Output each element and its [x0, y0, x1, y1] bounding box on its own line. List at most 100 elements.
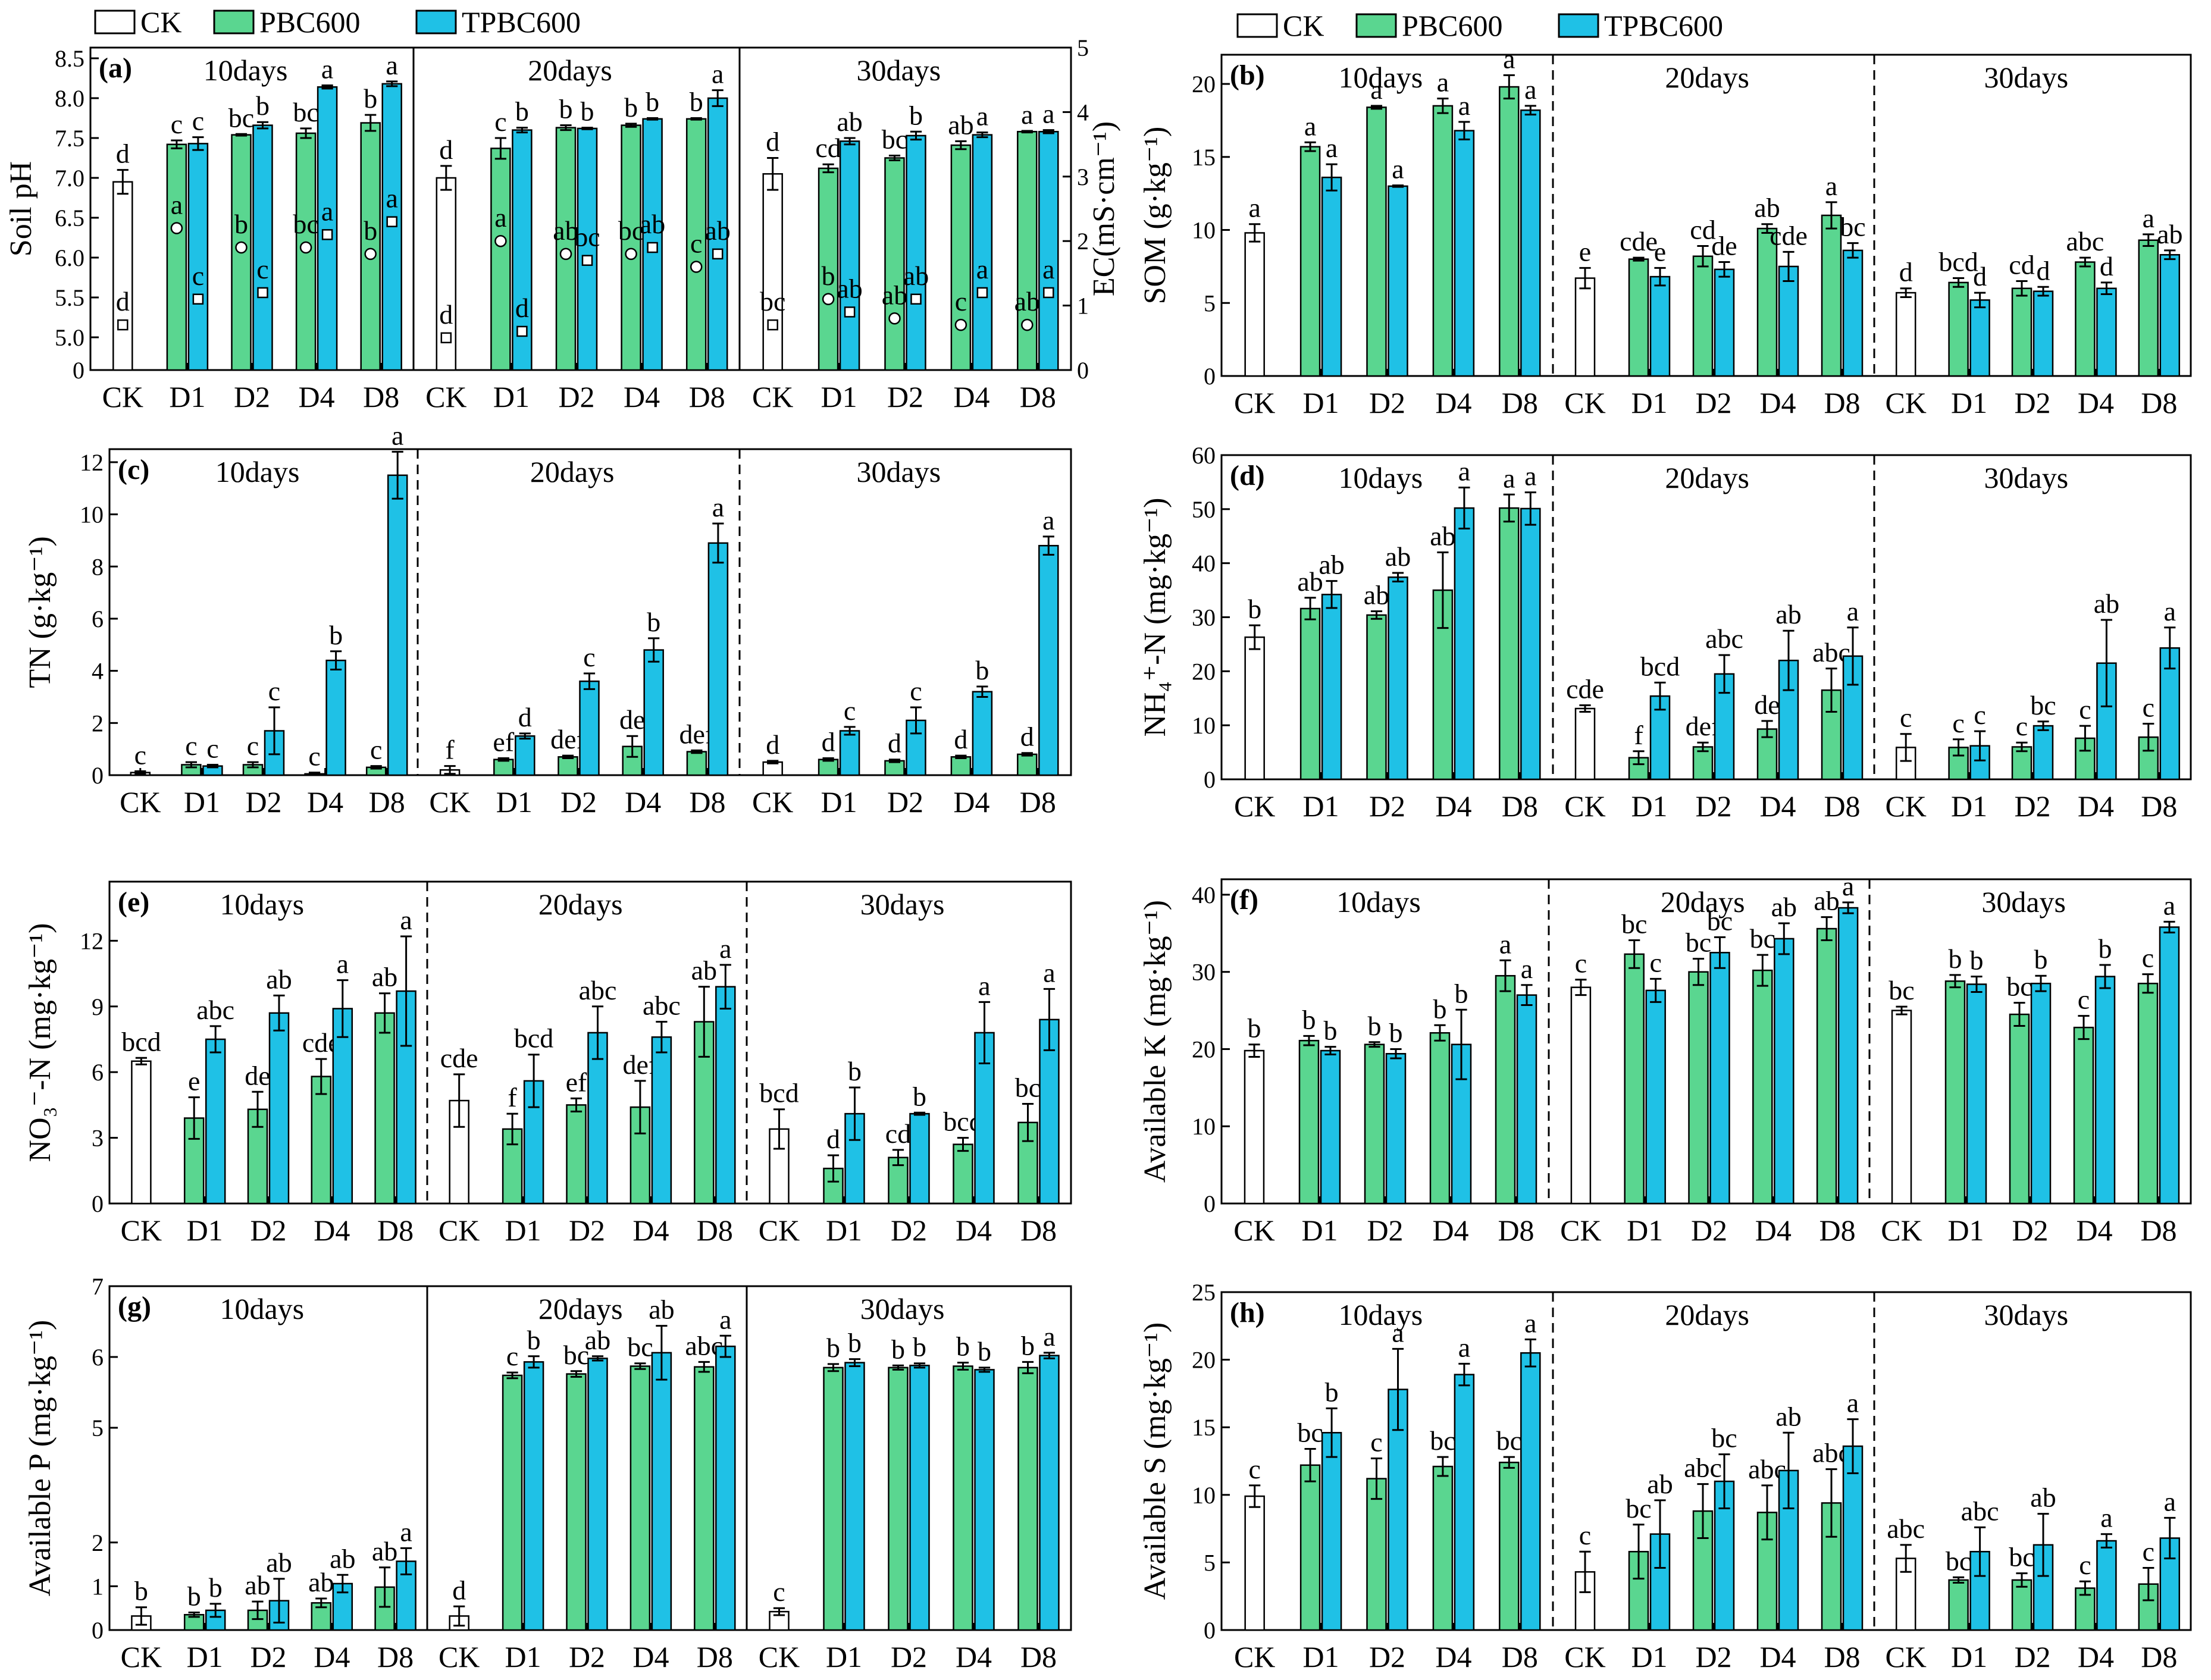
ec-letter: ab [837, 273, 862, 303]
xtick-label-d1: D1 [1303, 386, 1339, 419]
significance-letter: b [978, 1336, 991, 1366]
bar-pbc600 [630, 1365, 651, 1631]
significance-letter: ab [1647, 1469, 1673, 1499]
bar-tpbc600 [974, 1369, 995, 1631]
bar-tpbc600 [332, 1008, 353, 1205]
significance-letter: ab [330, 1543, 355, 1574]
bar-pbc600 [1688, 971, 1709, 1205]
significance-letter: ab [1430, 521, 1455, 551]
ytick-label: 0 [1204, 1617, 1216, 1644]
significance-letter: c [1974, 700, 1985, 730]
ytick-label: 10 [1192, 1113, 1216, 1140]
significance-letter: a [1521, 954, 1533, 984]
bar-pbc600 [2138, 239, 2159, 377]
ec-letter: ab [640, 209, 665, 239]
significance-letter: b [624, 92, 638, 123]
xtick-label-ck: CK [120, 785, 161, 819]
bar-tpbc600 [1454, 507, 1475, 781]
xtick-label-d4: D4 [624, 380, 660, 413]
significance-letter: b [581, 96, 594, 127]
significance-letter: a [2164, 1486, 2176, 1516]
xtick-label-d4: D4 [2078, 1640, 2114, 1673]
bar-tpbc600 [187, 143, 209, 371]
ec-letter: b [234, 209, 248, 239]
significance-letter: a [1524, 1308, 1536, 1339]
ec-letter: ab [704, 215, 730, 246]
bar-tpbc600 [1388, 576, 1408, 781]
bar-pbc600 [493, 758, 514, 776]
ytick-label: 40 [1192, 882, 1216, 908]
bar-pbc600 [1752, 969, 1773, 1205]
significance-letter: a [1248, 193, 1260, 223]
significance-letter: a [1847, 1388, 1859, 1418]
significance-letter: c [2143, 692, 2154, 722]
significance-letter: c [1900, 703, 1912, 733]
ytick-label: 20 [1192, 1036, 1216, 1062]
significance-letter: b [848, 1328, 862, 1358]
significance-letter: a [1499, 929, 1511, 959]
bar-pbc600 [1366, 106, 1387, 377]
significance-letter: a [1326, 133, 1338, 163]
xtick-label-d1: D1 [826, 1640, 862, 1673]
bar-pbc600 [1499, 86, 1520, 377]
bar-tpbc600 [1385, 1053, 1407, 1205]
significance-letter: c [2142, 943, 2154, 973]
panel-label: (a) [99, 52, 132, 84]
bar-tpbc600 [1454, 130, 1475, 377]
significance-letter: c [2079, 694, 2091, 725]
significance-letter: d [518, 702, 532, 732]
bar-tpbc600 [651, 1036, 672, 1205]
significance-letter: b [1325, 1377, 1339, 1407]
significance-letter: bc [882, 124, 907, 154]
significance-letter: b [187, 1581, 201, 1612]
significance-letter: a [1437, 67, 1449, 98]
bar-tpbc600 [972, 134, 993, 371]
ytick-right-label: 3 [1077, 164, 1089, 190]
xtick-label-d1: D1 [493, 380, 530, 413]
xtick-label-d1: D1 [1951, 386, 1987, 419]
bar-pbc600 [1628, 258, 1649, 377]
significance-letter: bc [2009, 1542, 2034, 1572]
period-label-20days: 20days [538, 1292, 623, 1325]
bar-tpbc600 [577, 127, 598, 371]
significance-letter: a [2164, 596, 2176, 626]
bar-pbc600 [2073, 1026, 2094, 1205]
bar-pbc600 [1948, 1579, 1969, 1631]
ec-letter: a [171, 190, 183, 220]
significance-letter: c [506, 1341, 518, 1371]
xtick-label-d2: D2 [2014, 1640, 2050, 1673]
bar-pbc600 [1017, 1121, 1038, 1205]
bar-tpbc600 [1520, 1352, 1541, 1631]
significance-letter: d [766, 729, 779, 760]
y-axis-label: Available P (mg·kg⁻¹) [23, 1320, 57, 1597]
significance-letter: ab [649, 1295, 674, 1325]
significance-letter: ab [585, 1325, 610, 1355]
significance-letter: d [1899, 257, 1913, 287]
ec-letter: d [439, 299, 453, 330]
significance-letter: e [188, 1066, 200, 1096]
bar-pbc600 [566, 1104, 587, 1205]
bar-pbc600 [1429, 1032, 1451, 1205]
xtick-label-d4: D4 [314, 1640, 350, 1673]
bar-pbc600 [2011, 1579, 2033, 1631]
significance-letter: b [559, 94, 573, 124]
significance-letter: bc [1711, 1423, 1737, 1453]
y-axis-label: SOM (g·kg⁻¹) [1138, 127, 1172, 305]
period-label-10days: 10days [1339, 461, 1423, 494]
xtick-label-d2: D2 [234, 380, 270, 413]
xtick-label-d2: D2 [887, 380, 923, 413]
bar-pbc600 [566, 1373, 587, 1631]
bar-pbc600 [183, 1117, 205, 1205]
bar-tpbc600 [1966, 983, 1987, 1205]
significance-letter: c [844, 695, 856, 726]
ytick-label: 15 [1192, 144, 1216, 171]
bar-pbc600 [686, 751, 707, 776]
significance-letter: c [268, 676, 280, 706]
ytick-label: 10 [80, 502, 104, 528]
significance-letter: a [712, 492, 724, 522]
significance-letter: a [978, 970, 990, 1001]
significance-letter: abc [1684, 1453, 1722, 1483]
significance-letter: b [956, 1331, 970, 1362]
ec-letter: c [955, 286, 967, 316]
significance-letter: ef [493, 727, 514, 757]
